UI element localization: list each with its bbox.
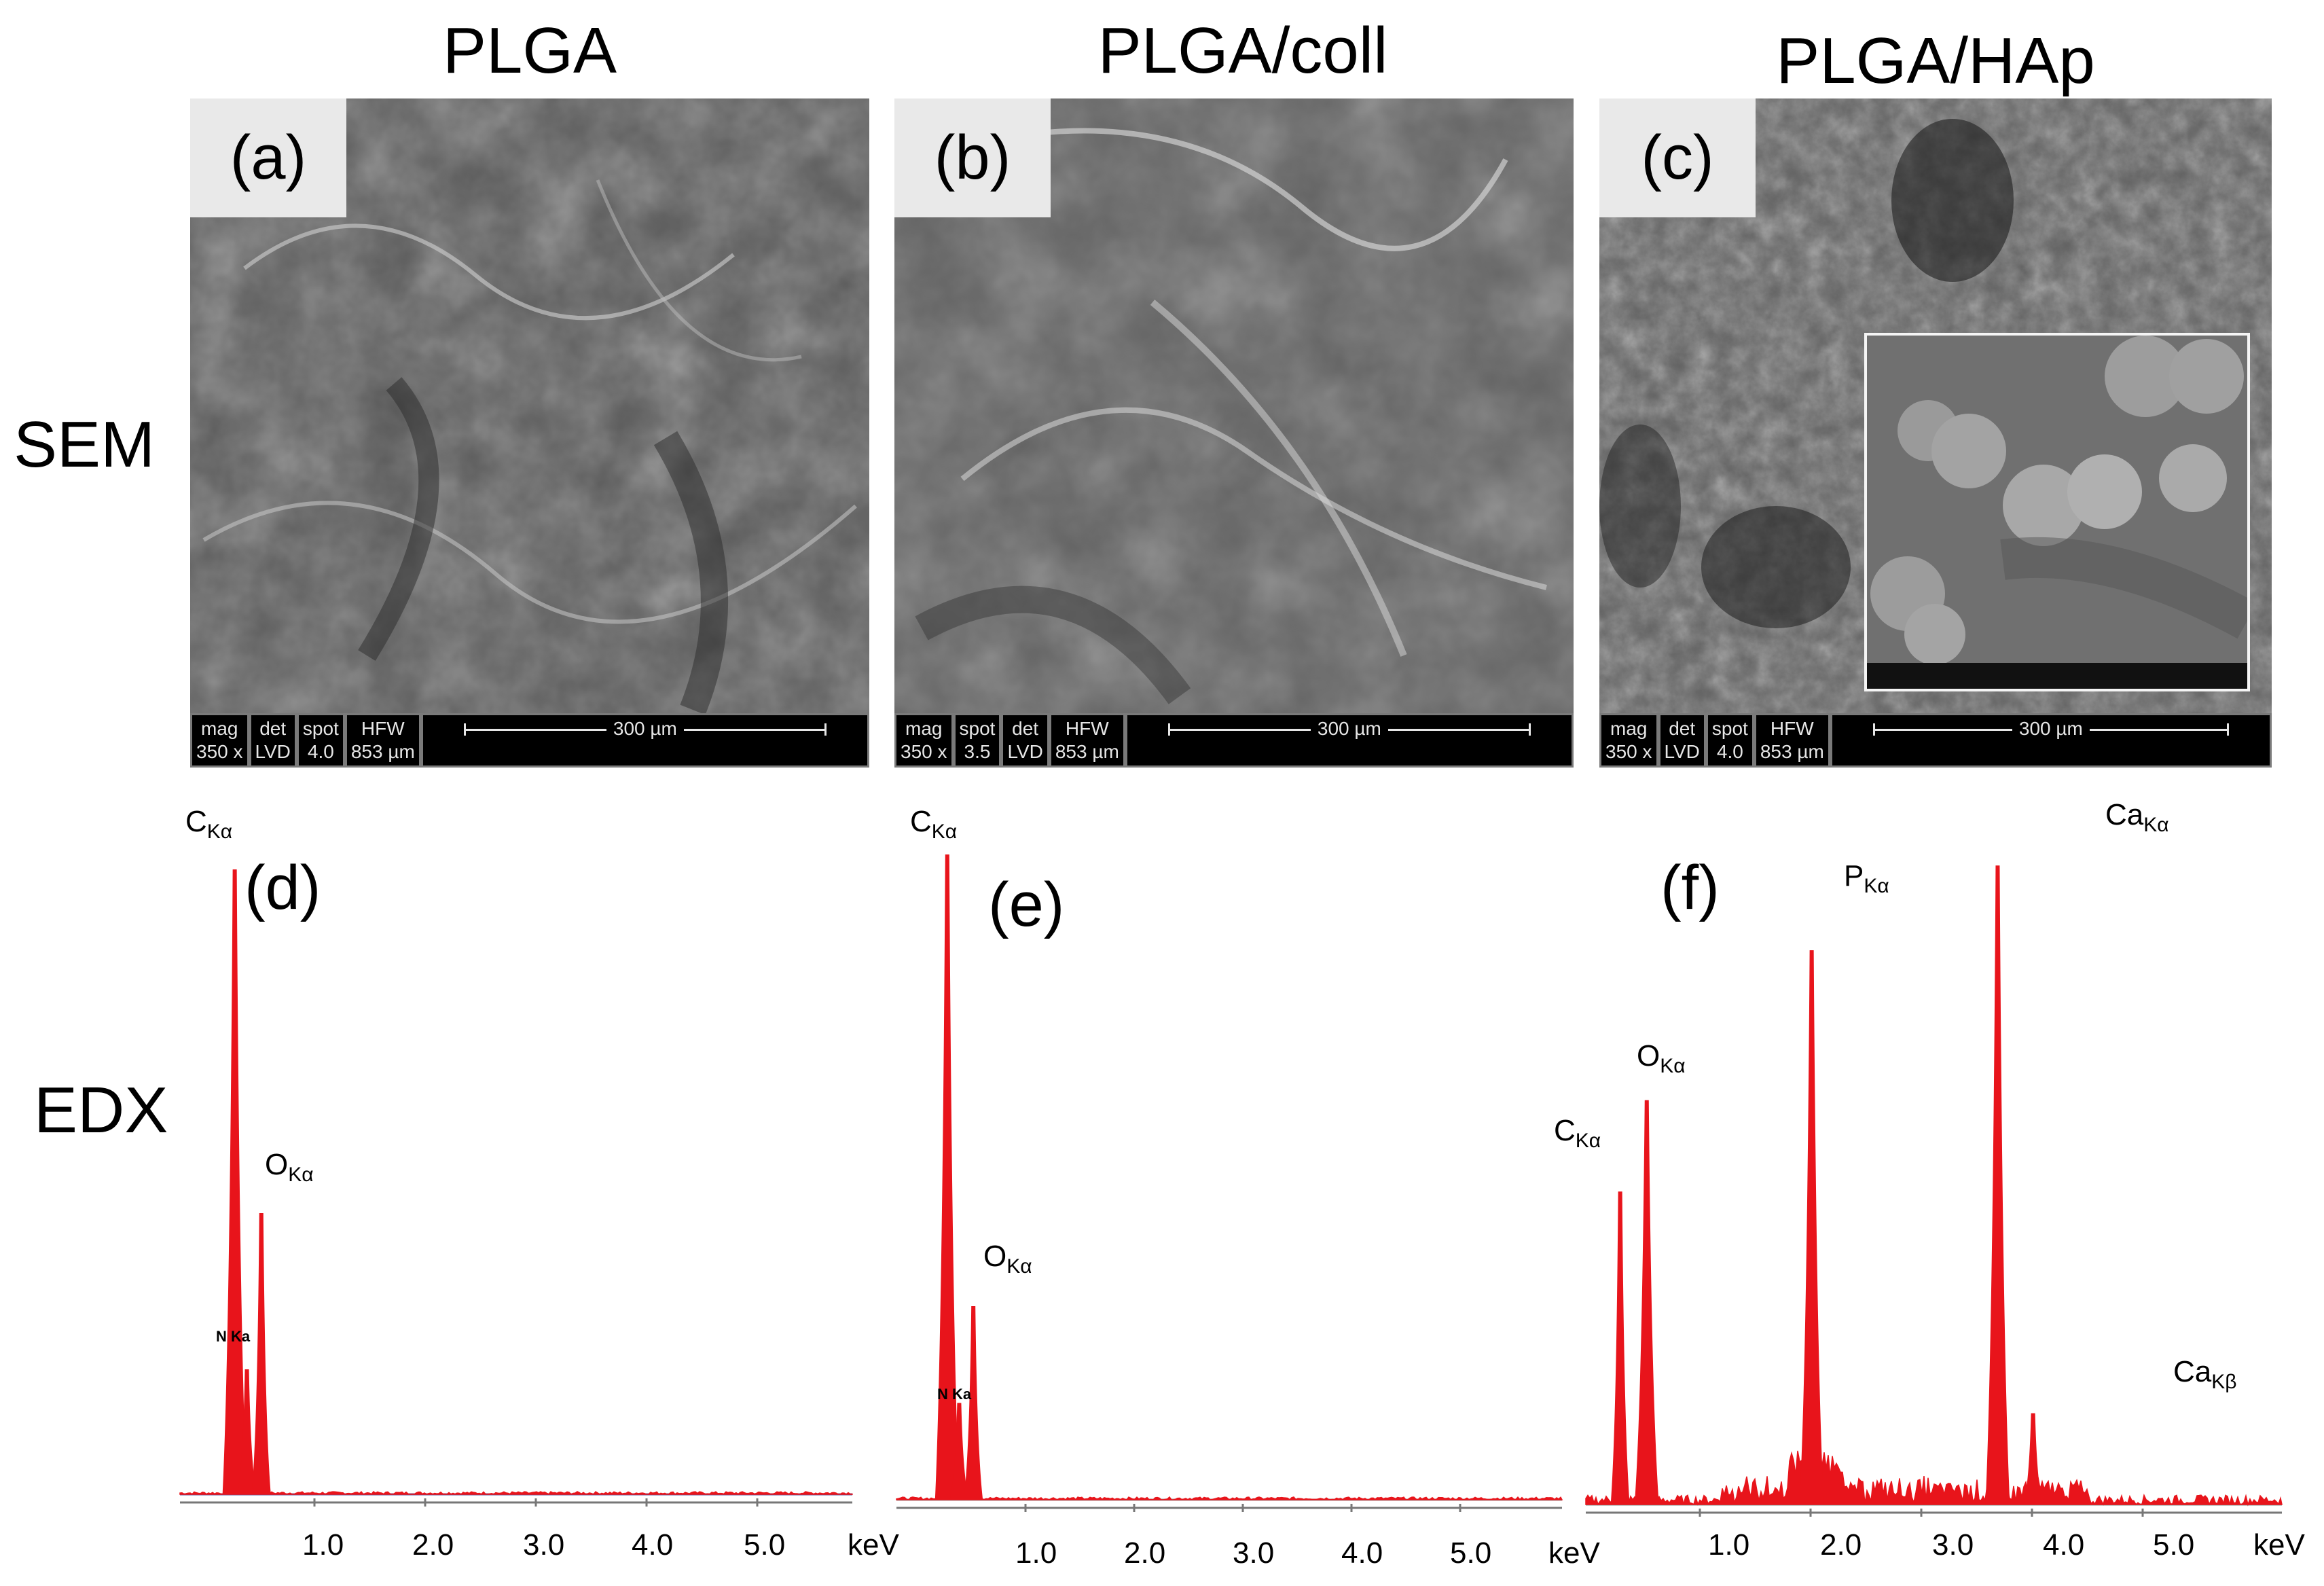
- panel-tag-f: (f): [1660, 853, 1720, 922]
- panel-tag-a: (a): [190, 98, 346, 217]
- panel-tag-d: (d): [244, 853, 321, 922]
- peak-o-kα: [251, 1213, 271, 1494]
- scale-bar: 300 µm: [420, 713, 869, 768]
- peak-label-n-e: N Ka: [937, 1386, 972, 1403]
- sem-image-plga-coll: (b) mag 350 x spot 3.5 det LVD HFW 853 µm 30…: [894, 98, 1574, 768]
- tick-label: 1.0: [1015, 1536, 1057, 1570]
- tick-label: 1.0: [1708, 1528, 1750, 1562]
- panel-tag-e: (e): [988, 870, 1065, 939]
- tick-label: 2.0: [1820, 1528, 1862, 1562]
- edx-spectrum-f: [1585, 865, 2283, 1517]
- edx-spectrum-d: [179, 869, 853, 1507]
- tick-label: 1.0: [302, 1528, 344, 1562]
- sem-databar-c: mag 350 x det LVD spot 4.0 HFW 853 µm 300 µm: [1599, 713, 2272, 768]
- peak-label-n-d: N Ka: [216, 1328, 251, 1345]
- tick-label: 4.0: [1341, 1536, 1383, 1570]
- spectrum-background: [179, 1491, 853, 1495]
- spectrum-background: [1585, 1450, 2283, 1507]
- row-label-edx: EDX: [34, 1074, 168, 1147]
- x-unit-label: keV: [848, 1528, 899, 1562]
- sem-image-plga: (a) mag 350 x det LVD spot 4.0 HFW 853 µm 30…: [190, 98, 869, 768]
- peak-ca-kα: [1985, 865, 2010, 1504]
- column-title-plga-hap: PLGA/HAp: [1776, 24, 2095, 97]
- peak-label-ca-kb-f: CaKβ: [2173, 1355, 2237, 1393]
- x-unit-label: keV: [2253, 1528, 2305, 1562]
- scale-bar: 300 µm: [1125, 713, 1574, 768]
- sem-databar-a: mag 350 x det LVD spot 4.0 HFW 853 µm 300 µm: [190, 713, 869, 768]
- peak-n-ka: [949, 1403, 969, 1500]
- peak-label-o-d: OKα: [265, 1148, 314, 1186]
- inset-texture: [1867, 336, 2247, 689]
- tick-label: 5.0: [1450, 1536, 1492, 1570]
- edx-spectrum-e: [896, 854, 1563, 1512]
- peak-c-kα: [1610, 1191, 1630, 1504]
- tick-label: 2.0: [1124, 1536, 1166, 1570]
- peak-label-c-d: CKα: [185, 805, 233, 843]
- peak-o-kα: [1634, 1100, 1659, 1504]
- tick-label: 5.0: [2153, 1528, 2195, 1562]
- peak-label-ca-ka-f: CaKα: [2105, 798, 2169, 836]
- sem-inset-magnified: [1864, 333, 2250, 691]
- peak-label-p-f: PKα: [1844, 859, 1889, 897]
- peak-label-c-e: CKα: [910, 805, 958, 843]
- tick-label: 4.0: [632, 1528, 674, 1562]
- column-title-plga-coll: PLGA/coll: [1097, 14, 1388, 87]
- peak-p-kα: [1799, 950, 1824, 1504]
- tick-label: 3.0: [1233, 1536, 1275, 1570]
- peak-n-ka: [237, 1369, 257, 1494]
- tick-label: 5.0: [744, 1528, 786, 1562]
- peak-label-o-e: OKα: [983, 1240, 1032, 1278]
- peak-c-kα: [934, 854, 960, 1500]
- peak-label-c-f: CKα: [1554, 1114, 1601, 1152]
- peak-c-kα: [222, 869, 247, 1494]
- row-label-sem: SEM: [14, 408, 156, 481]
- sem-image-plga-hap: (c) mag 350 x det LVD spot 4.0 HFW 853 µm 30…: [1599, 98, 2272, 768]
- peak-label-o-f: OKα: [1637, 1039, 1686, 1077]
- tick-label: 2.0: [412, 1528, 454, 1562]
- peak-ca-kβ: [2023, 1413, 2043, 1504]
- peak-o-kα: [964, 1306, 983, 1500]
- x-unit-label: keV: [1548, 1536, 1600, 1570]
- panel-tag-c: (c): [1599, 98, 1756, 217]
- tick-label: 3.0: [523, 1528, 565, 1562]
- panel-tag-b: (b): [894, 98, 1051, 217]
- sem-databar-b: mag 350 x spot 3.5 det LVD HFW 853 µm 300 µm: [894, 713, 1574, 768]
- tick-label: 3.0: [1932, 1528, 1974, 1562]
- scale-bar: 300 µm: [1830, 713, 2272, 768]
- spectrum-background: [896, 1496, 1563, 1500]
- column-title-plga: PLGA: [442, 14, 617, 87]
- tick-label: 4.0: [2043, 1528, 2085, 1562]
